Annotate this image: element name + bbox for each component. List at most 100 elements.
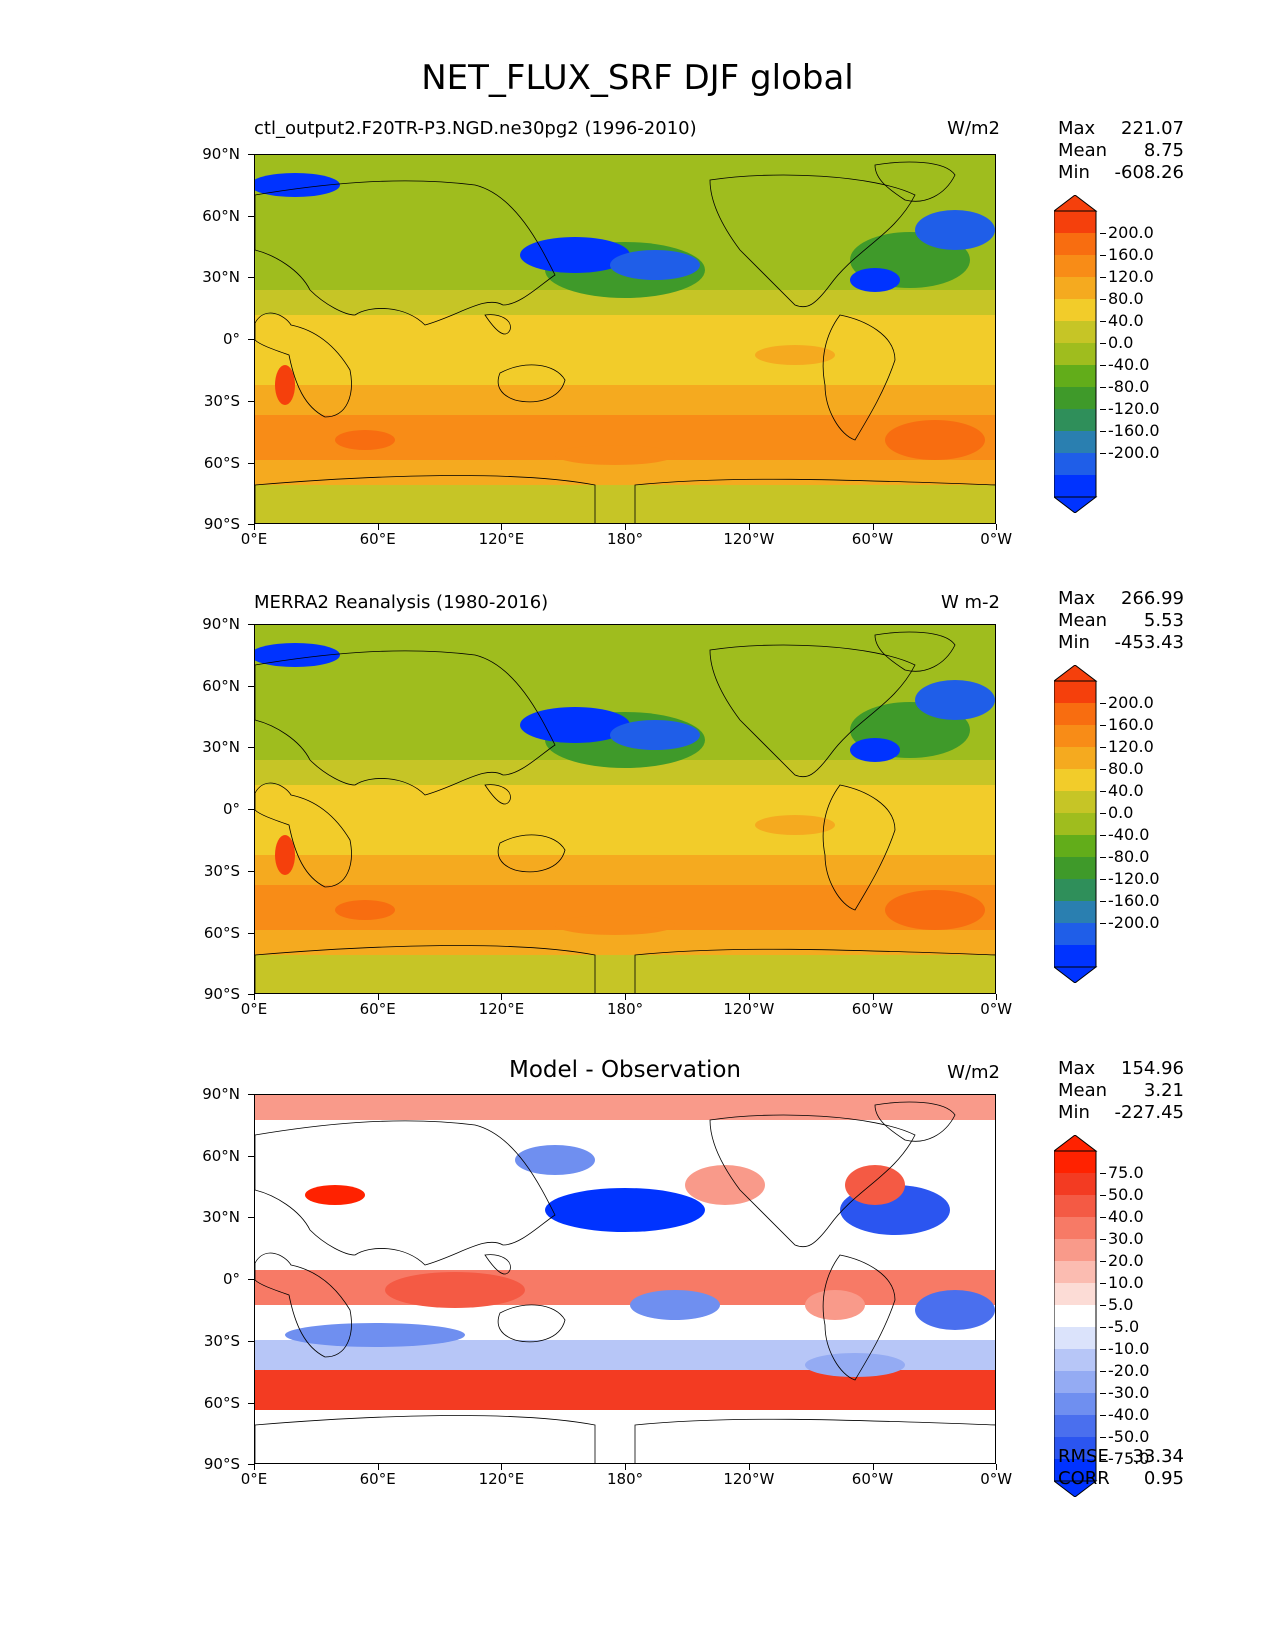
- coastline: [255, 180, 556, 326]
- lon-tick-mark: [377, 994, 379, 1000]
- lon-tick-mark: [625, 524, 627, 530]
- coastline: [874, 161, 956, 202]
- coastline: [255, 1120, 556, 1266]
- coastline: [634, 478, 995, 523]
- error-stats-box: RMSE 33.34 CORR 0.95: [1058, 1446, 1184, 1490]
- map-panel-observation: [254, 624, 996, 994]
- coastline: [634, 1418, 995, 1463]
- colorbar-tick-mark: [1100, 1393, 1106, 1394]
- lon-tick-mark: [748, 1464, 750, 1470]
- lat-tick-label: 0°: [222, 1270, 240, 1289]
- colorbar-tick-mark: [1100, 1371, 1106, 1372]
- max-label: Max: [1058, 588, 1096, 609]
- coastline: [709, 174, 916, 308]
- lon-tick-label: 120°E: [478, 1470, 525, 1488]
- colorbar-tick-mark: [1100, 813, 1106, 814]
- lat-tick-label: 30°S: [203, 861, 240, 880]
- lat-tick-mark: [248, 339, 254, 341]
- min-value: -453.43: [1114, 632, 1184, 653]
- colorbar-tick-label: 200.0: [1108, 223, 1154, 242]
- panel-subtitle: MERRA2 Reanalysis (1980-2016): [254, 592, 549, 613]
- coastline: [497, 364, 566, 403]
- colorbar-tick-mark: [1100, 1305, 1106, 1306]
- lat-tick-mark: [248, 685, 254, 687]
- colorbar-tick-mark: [1100, 1415, 1106, 1416]
- colorbar-tick-mark: [1100, 725, 1106, 726]
- lat-tick-mark: [248, 624, 254, 625]
- colorbar-tick-label: -80.0: [1108, 847, 1150, 866]
- coastline: [255, 1415, 596, 1463]
- coastline: [255, 1252, 352, 1358]
- lat-tick-label: 90°S: [203, 985, 240, 1004]
- min-label: Min: [1058, 632, 1090, 653]
- lat-tick-label: 60°N: [202, 1146, 240, 1165]
- lon-tick-label: 180°: [607, 1000, 644, 1018]
- colorbar-tick-mark: [1100, 453, 1106, 454]
- rmse-value: 33.34: [1132, 1446, 1184, 1467]
- lon-tick-label: 120°W: [723, 1470, 775, 1488]
- coastline: [634, 948, 995, 993]
- colorbar-tick-label: 0.0: [1108, 333, 1134, 352]
- colorbar-tick-label: -20.0: [1108, 1361, 1150, 1380]
- lat-tick-label: 90°S: [203, 515, 240, 534]
- colorbar-tick-label: 160.0: [1108, 715, 1154, 734]
- colorbar-tick-mark: [1100, 879, 1106, 880]
- max-value: 221.07: [1121, 118, 1184, 139]
- lon-tick-mark: [872, 524, 874, 530]
- lat-tick-mark: [248, 1217, 254, 1219]
- lon-tick-label: 180°: [607, 530, 644, 548]
- colorbar-tick-mark: [1100, 1195, 1106, 1196]
- max-value: 154.96: [1121, 1058, 1184, 1079]
- lat-tick-mark: [248, 747, 254, 749]
- colorbar-tick-label: 80.0: [1108, 759, 1144, 778]
- lat-tick-label: 60°S: [203, 923, 240, 942]
- map-panel-difference: [254, 1094, 996, 1464]
- lat-tick-label: 0°: [222, 800, 240, 819]
- lon-tick-label: 0°W: [980, 530, 1013, 548]
- lat-tick-label: 30°N: [202, 738, 240, 757]
- lat-tick-label: 30°N: [202, 1208, 240, 1227]
- lat-tick-label: 90°S: [203, 1455, 240, 1474]
- mean-value: 5.53: [1143, 610, 1184, 631]
- colorbar-tick-label: 10.0: [1108, 1273, 1144, 1292]
- lat-tick-mark: [248, 1340, 254, 1342]
- lon-tick-label: 0°E: [240, 1470, 268, 1488]
- min-label: Min: [1058, 162, 1090, 183]
- coastline: [484, 784, 511, 805]
- colorbar-tick-label: -40.0: [1108, 355, 1150, 374]
- colorbar-tick-label: -80.0: [1108, 377, 1150, 396]
- colorbar-tick-mark: [1100, 857, 1106, 858]
- coastline: [255, 782, 352, 888]
- lon-tick-label: 60°E: [359, 1470, 396, 1488]
- corr-value: 0.95: [1143, 1468, 1184, 1489]
- coastline: [484, 314, 511, 335]
- colorbar-tick-label: 5.0: [1108, 1295, 1134, 1314]
- stats-box: Max 154.96 Mean 3.21 Min -227.45: [1058, 1058, 1184, 1124]
- lon-tick-mark: [377, 1464, 379, 1470]
- map-panel-model: [254, 154, 996, 524]
- coastline: [255, 312, 352, 418]
- lon-tick-label: 180°: [607, 1470, 644, 1488]
- lon-tick-mark: [872, 1464, 874, 1470]
- colorbar-tick-mark: [1100, 387, 1106, 388]
- lon-tick-label: 60°W: [851, 530, 894, 548]
- colorbar-tick-label: -40.0: [1108, 1405, 1150, 1424]
- mean-label: Mean: [1058, 140, 1108, 161]
- mean-label: Mean: [1058, 610, 1108, 631]
- panel-center-title: Model - Observation: [508, 1057, 742, 1083]
- mean-value: 3.21: [1143, 1080, 1184, 1101]
- colorbar-tick-mark: [1100, 703, 1106, 704]
- colorbar-tick-label: 0.0: [1108, 803, 1134, 822]
- colorbar-tick-mark: [1100, 747, 1106, 748]
- lat-tick-mark: [248, 1464, 254, 1466]
- colorbar: [1052, 194, 1102, 517]
- lat-tick-mark: [248, 462, 254, 464]
- coastline: [255, 650, 556, 796]
- mean-value: 8.75: [1143, 140, 1184, 161]
- lat-tick-mark: [248, 870, 254, 872]
- colorbar-tick-label: 200.0: [1108, 693, 1154, 712]
- lat-tick-label: 0°: [222, 330, 240, 349]
- lon-tick-label: 60°E: [359, 1000, 396, 1018]
- lat-tick-mark: [248, 154, 254, 155]
- panel-units: W m-2: [940, 592, 1000, 613]
